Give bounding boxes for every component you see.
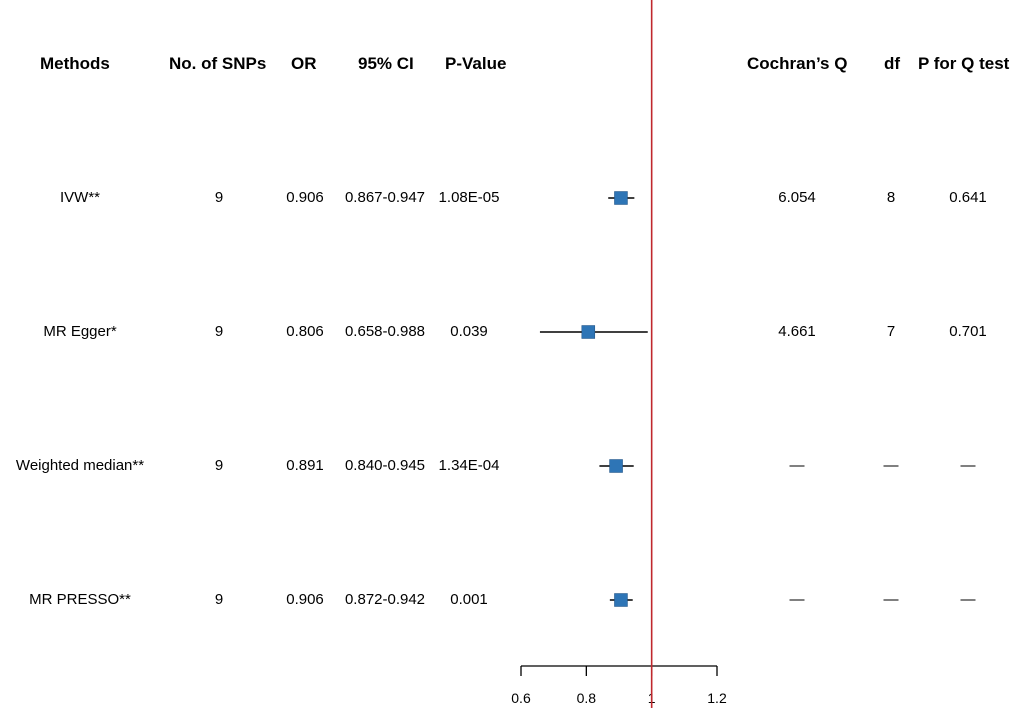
header-df: df — [884, 54, 901, 73]
point-estimate-3 — [614, 593, 628, 607]
row-pvalue: 0.039 — [450, 323, 488, 340]
row-or: 0.906 — [286, 591, 324, 608]
row-cochran-q: 6.054 — [778, 189, 816, 206]
row-or: 0.806 — [286, 323, 324, 340]
row-df: — — [883, 457, 899, 474]
row-cochran-q: — — [789, 591, 805, 608]
header-methods: Methods — [40, 54, 110, 73]
row-nsnps: 9 — [214, 189, 224, 206]
header-cochran-q: Cochran’s Q — [747, 54, 848, 73]
row-p-for-q: 0.701 — [949, 323, 987, 340]
row-pvalue: 1.08E-05 — [438, 189, 500, 206]
row-ci: 0.867-0.947 — [344, 189, 426, 206]
x-tick-label-3: 1.2 — [707, 690, 727, 706]
row-or: 0.906 — [286, 189, 324, 206]
header-nsnps: No. of SNPs — [169, 54, 267, 73]
row-pvalue: 1.34E-04 — [438, 457, 500, 474]
row-nsnps: 9 — [214, 591, 224, 608]
row-ci: 0.872-0.942 — [344, 591, 426, 608]
row-ci: 0.658-0.988 — [344, 323, 426, 340]
row-p-for-q: — — [960, 457, 976, 474]
row-nsnps: 9 — [214, 457, 224, 474]
point-estimate-2 — [609, 459, 623, 473]
row-method: MR PRESSO** — [29, 591, 131, 608]
row-p-for-q: — — [960, 591, 976, 608]
row-pvalue: 0.001 — [450, 591, 488, 608]
row-cochran-q: — — [789, 457, 805, 474]
header-or: OR — [291, 54, 317, 73]
header-pvalue: P-Value — [445, 54, 507, 73]
header-ci: 95% CI — [358, 54, 414, 73]
header-p-for-q: P for Q test — [918, 54, 1010, 73]
row-or: 0.891 — [286, 457, 324, 474]
row-nsnps: 9 — [214, 323, 224, 340]
row-p-for-q: 0.641 — [949, 189, 987, 206]
row-method: Weighted median** — [15, 457, 145, 474]
row-cochran-q: 4.661 — [778, 323, 816, 340]
point-estimate-1 — [581, 325, 596, 339]
x-tick-label-0: 0.6 — [511, 690, 531, 706]
row-method: MR Egger* — [43, 323, 117, 340]
row-df: 7 — [886, 323, 896, 340]
point-estimate-0 — [614, 191, 628, 205]
row-method: IVW** — [59, 189, 101, 206]
row-ci: 0.840-0.945 — [344, 457, 426, 474]
row-df: — — [883, 591, 899, 608]
x-tick-label-1: 0.8 — [577, 690, 597, 706]
row-df: 8 — [886, 189, 896, 206]
